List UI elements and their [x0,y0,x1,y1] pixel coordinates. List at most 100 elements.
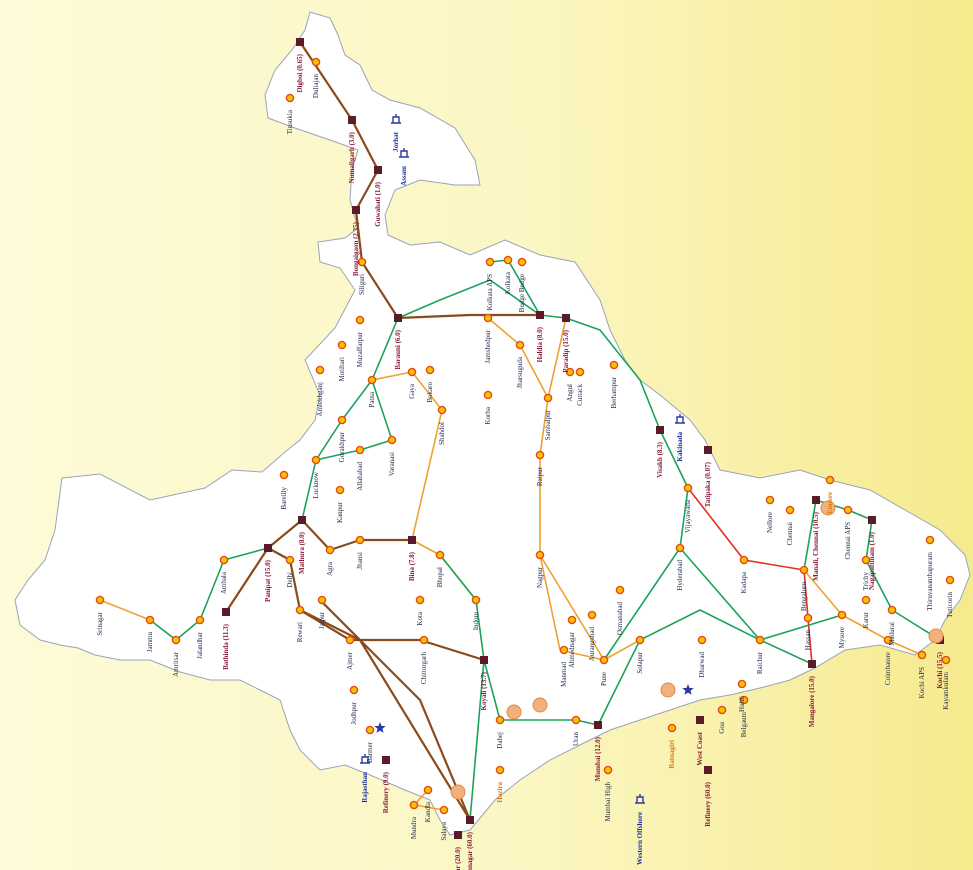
city-node-icon [737,679,747,689]
place-label: Pune [600,672,608,686]
place-label: West Coast [696,731,704,765]
place-label: Berhampur [610,376,618,408]
place-label: Bareilly [280,487,288,510]
place-label: Hazira [496,782,504,803]
place-label: Srinagar [96,611,104,635]
city-node-icon [941,655,951,665]
refinery-icon [374,166,382,174]
orange-pipeline-route [99,599,151,621]
place-label: Amlekhganj [316,382,324,417]
city-node-icon [667,723,677,733]
place-label: Shahdol [438,422,446,445]
place-label: Assam [400,166,408,186]
star-icon [682,684,694,695]
city-node-icon [337,340,347,350]
city-node-icon [435,550,445,560]
place-label: Madurai [888,622,896,646]
place-label: Kolkata [504,271,512,294]
refinery-icon [352,206,360,214]
city-node-icon [599,655,609,665]
refinery-icon [562,314,570,322]
place-label: Aurangabad [588,627,596,662]
place-label: Belgaum [740,711,748,737]
place-label: Numaligarh (3.0) [348,131,356,183]
city-node-icon [311,455,321,465]
city-node-icon [755,635,765,645]
place-label: Dharwad [698,652,706,678]
city-node-icon [575,367,585,377]
refinery-icon [704,766,712,774]
place-label: Siliguri [358,274,366,295]
city-node-icon [325,545,335,555]
place-label: Jalandhar [196,631,204,658]
city-node-icon [419,635,429,645]
place-label: Nellore [766,512,774,533]
place-label: Thiruvananthapuram [926,551,934,610]
orange-pipeline-route [803,569,923,656]
city-node-icon [503,255,513,265]
place-label: Lucknow [312,471,320,498]
place-label: Coimbatore [884,652,892,685]
city-node-icon [785,505,795,515]
city-node-icon [495,715,505,725]
city-node-icon [483,313,493,323]
oil-terminal-icon [391,114,401,124]
place-label: Jhansi [356,552,364,570]
terminal-hub-icon [450,784,466,800]
city-node-icon [515,340,525,350]
place-label: Mysore [838,627,846,648]
city-node-icon [559,645,569,655]
city-node-icon [407,367,417,377]
refinery-icon [382,756,390,764]
refinery-icon [298,516,306,524]
landmass [14,11,971,836]
city-node-icon [345,635,355,645]
place-label: Mumbai (12.0) [594,736,602,781]
place-label: Kakinada [676,432,684,462]
city-node-icon [495,765,505,775]
terminal-hub-icon [820,500,836,516]
place-label: Panipat (15.0) [264,559,272,602]
place-label: Ajmer [346,651,354,670]
brown-pipeline-route [319,599,472,821]
city-node-icon [317,595,327,605]
place-label: Vadinar (20.0) [454,846,462,870]
city-node-icon [697,635,707,645]
city-node-icon [367,375,377,385]
city-node-icon [739,555,749,565]
place-label: Angul [566,384,574,402]
city-node-icon [437,405,447,415]
city-node-icon [739,695,749,705]
brown-pipeline-route [397,313,540,320]
place-label: Gorakhpur [338,431,346,462]
refinery-icon [264,544,272,552]
place-label: Chennai APS [844,522,852,560]
refinery-icon [696,716,704,724]
place-label: Duliajan [312,74,320,99]
place-label: Kota [416,611,424,626]
city-node-icon [843,505,853,515]
place-label: Jodhpur [350,701,358,724]
place-label: Muzaffarpur [356,331,364,367]
city-node-icon [917,650,927,660]
place-label: Mangalore (15.0) [808,675,816,727]
place-label: Hubli [738,696,746,712]
star-icon [374,722,386,733]
refinery-icon [536,311,544,319]
city-node-icon [357,257,367,267]
terminal-hub-icon [660,682,676,698]
refinery-icon [808,660,816,668]
place-label: Ahmednagar [568,631,576,668]
place-label: Koyali (13.7) [480,671,488,710]
city-node-icon [315,365,325,375]
place-label: Jammu [146,632,154,653]
refinery-icon [222,608,230,616]
city-node-icon [311,57,321,67]
refinery-icon [394,314,402,322]
terminal-hub-icon [928,628,944,644]
place-label: Cuttack [576,384,584,406]
place-label: Bhopal [436,567,444,587]
city-node-icon [483,390,493,400]
refinery-icon [812,496,820,504]
